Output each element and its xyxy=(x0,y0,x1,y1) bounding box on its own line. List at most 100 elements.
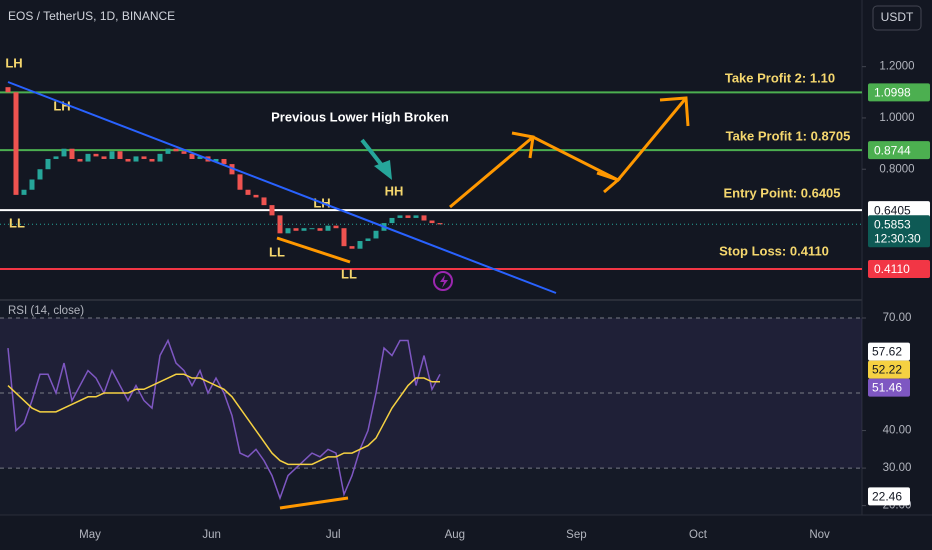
annotation: LL xyxy=(269,244,285,259)
candle-body xyxy=(357,241,363,249)
candle-body xyxy=(293,228,299,231)
candle-body xyxy=(125,158,131,162)
x-tick-label: Nov xyxy=(809,529,830,541)
candle-body xyxy=(325,225,331,231)
level-annotation: Entry Point: 0.6405 xyxy=(723,185,840,200)
annotation: LL xyxy=(341,266,357,281)
last-price-label: 0.5853 xyxy=(874,217,911,231)
candle-body xyxy=(85,153,91,162)
level-tag xyxy=(868,259,930,278)
y-tick-label: 1.0000 xyxy=(879,112,914,124)
candle-body xyxy=(365,238,371,242)
last-price-tag xyxy=(868,215,930,248)
candle-body xyxy=(45,158,51,170)
candle-body xyxy=(61,148,67,157)
x-tick-label: Jun xyxy=(202,529,221,541)
candle-body xyxy=(93,153,99,157)
candle-body xyxy=(29,179,35,190)
candle-body xyxy=(261,197,267,206)
annotation: LL xyxy=(9,215,25,230)
x-tick-label: Aug xyxy=(445,529,465,541)
event-icon[interactable] xyxy=(433,271,453,291)
rsi-tick-label: 30.00 xyxy=(883,462,912,474)
level-tag-label: 1.0998 xyxy=(874,86,911,100)
level-annotation: Take Profit 1: 0.8705 xyxy=(726,128,851,143)
candle-body xyxy=(285,228,291,234)
level-tag xyxy=(868,83,930,102)
candle-body xyxy=(53,156,59,159)
candle-body xyxy=(373,230,379,239)
rsi-line xyxy=(7,373,440,466)
projection-arrows xyxy=(276,96,690,510)
candle-body xyxy=(141,156,147,159)
candle-body xyxy=(389,217,395,224)
candle-body xyxy=(213,158,219,162)
candle-body xyxy=(221,158,227,165)
candle-body xyxy=(269,205,275,216)
candle-body xyxy=(181,151,187,154)
level-tag-label: 0.4110 xyxy=(874,262,910,276)
rsi-tag xyxy=(868,487,910,506)
candle-body xyxy=(309,228,315,230)
candle-body xyxy=(341,228,347,247)
x-tick-label: Sep xyxy=(566,529,586,541)
currency[interactable]: USDT xyxy=(881,10,914,24)
candle-body xyxy=(173,148,179,152)
level-tag-label: 0.8744 xyxy=(874,143,911,157)
candle-body xyxy=(157,153,163,162)
candle-body xyxy=(253,194,259,198)
candle-body xyxy=(317,228,323,231)
rsi-band xyxy=(0,318,862,469)
rsi-line xyxy=(7,338,441,501)
trend-line xyxy=(7,81,557,294)
countdown: 12:30:30 xyxy=(874,231,921,245)
chart-title: EOS / TetherUS, 1D, BINANCE xyxy=(8,9,175,23)
candle-body xyxy=(133,156,139,162)
level-annotation: Stop Loss: 0.4110 xyxy=(719,243,829,258)
rsi-title: RSI (14, close) xyxy=(8,305,84,317)
level-annotation: Take Profit 2: 1.10 xyxy=(725,70,835,85)
candle-body xyxy=(109,151,115,159)
y-tick-label: 1.2000 xyxy=(879,61,914,73)
candle-body xyxy=(301,228,307,231)
candle-body xyxy=(21,189,27,195)
candle-body xyxy=(397,215,403,218)
candle-body xyxy=(37,169,43,180)
level-tag xyxy=(868,141,930,160)
candle-body xyxy=(101,156,107,159)
candle-body xyxy=(117,151,123,159)
candle-body xyxy=(333,225,339,229)
annotation: Previous Lower High Broken xyxy=(271,109,449,124)
x-tick-label: May xyxy=(79,529,101,541)
level-tag-label: 0.6405 xyxy=(874,203,911,217)
candle-body xyxy=(13,92,19,195)
candle-body xyxy=(5,87,11,93)
x-tick-label: Jul xyxy=(326,529,341,541)
event-icon-bolt xyxy=(440,275,448,288)
rsi-tag xyxy=(868,360,910,379)
currency-button[interactable] xyxy=(872,5,922,31)
rsi-tag xyxy=(868,342,910,361)
candle-body xyxy=(405,215,411,218)
rsi-tick-label: 70.00 xyxy=(883,312,912,324)
pointer-arrow xyxy=(360,138,392,180)
annotation: HH xyxy=(385,183,404,198)
candle-body xyxy=(69,148,75,159)
y-tick-label: 0.8000 xyxy=(879,163,914,175)
rsi-tick-label: 40.00 xyxy=(883,425,912,437)
candle-body xyxy=(165,148,171,154)
rsi-tag-label: 51.46 xyxy=(872,381,902,395)
rsi-tag xyxy=(868,378,910,397)
rsi-tag-label: 52.22 xyxy=(872,363,902,377)
candle-body xyxy=(413,215,419,218)
rsi-tag-label: 22.46 xyxy=(872,490,902,504)
annotation: LH xyxy=(5,55,22,70)
candle-body xyxy=(189,153,195,159)
candle-body xyxy=(197,156,203,159)
candle-body xyxy=(421,215,427,221)
plot: May Jun Jul Aug Sep Oct Nov 0.8000 1.0000 1.2000 T… xyxy=(0,55,930,541)
candle-body xyxy=(349,246,355,249)
level-tag xyxy=(868,201,930,220)
candle-body xyxy=(437,223,443,225)
